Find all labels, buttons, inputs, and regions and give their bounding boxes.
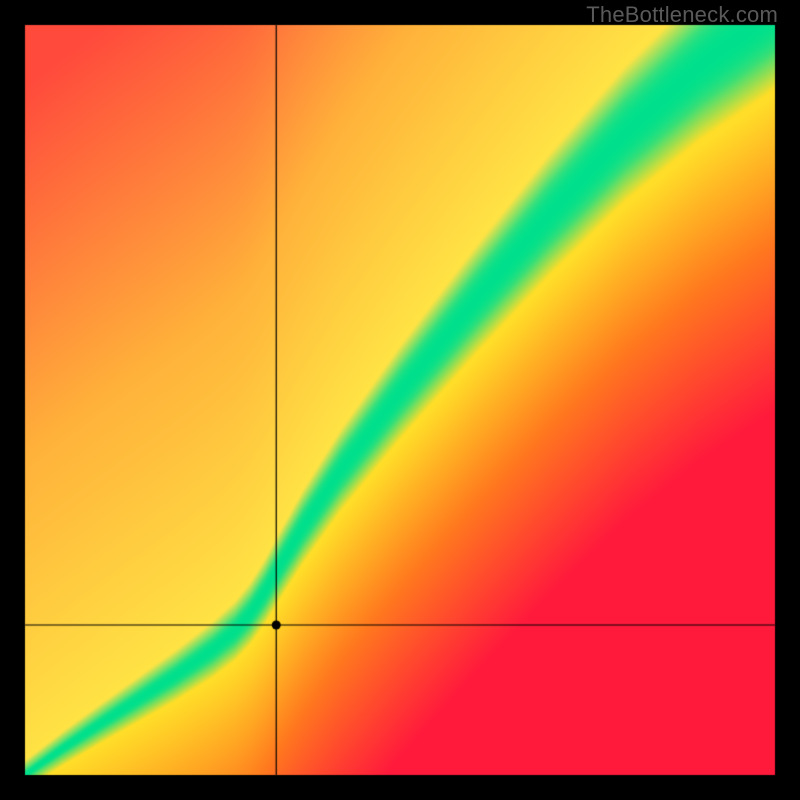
chart-container: TheBottleneck.com [0,0,800,800]
watermark-text: TheBottleneck.com [586,2,778,28]
bottleneck-heatmap [0,0,800,800]
